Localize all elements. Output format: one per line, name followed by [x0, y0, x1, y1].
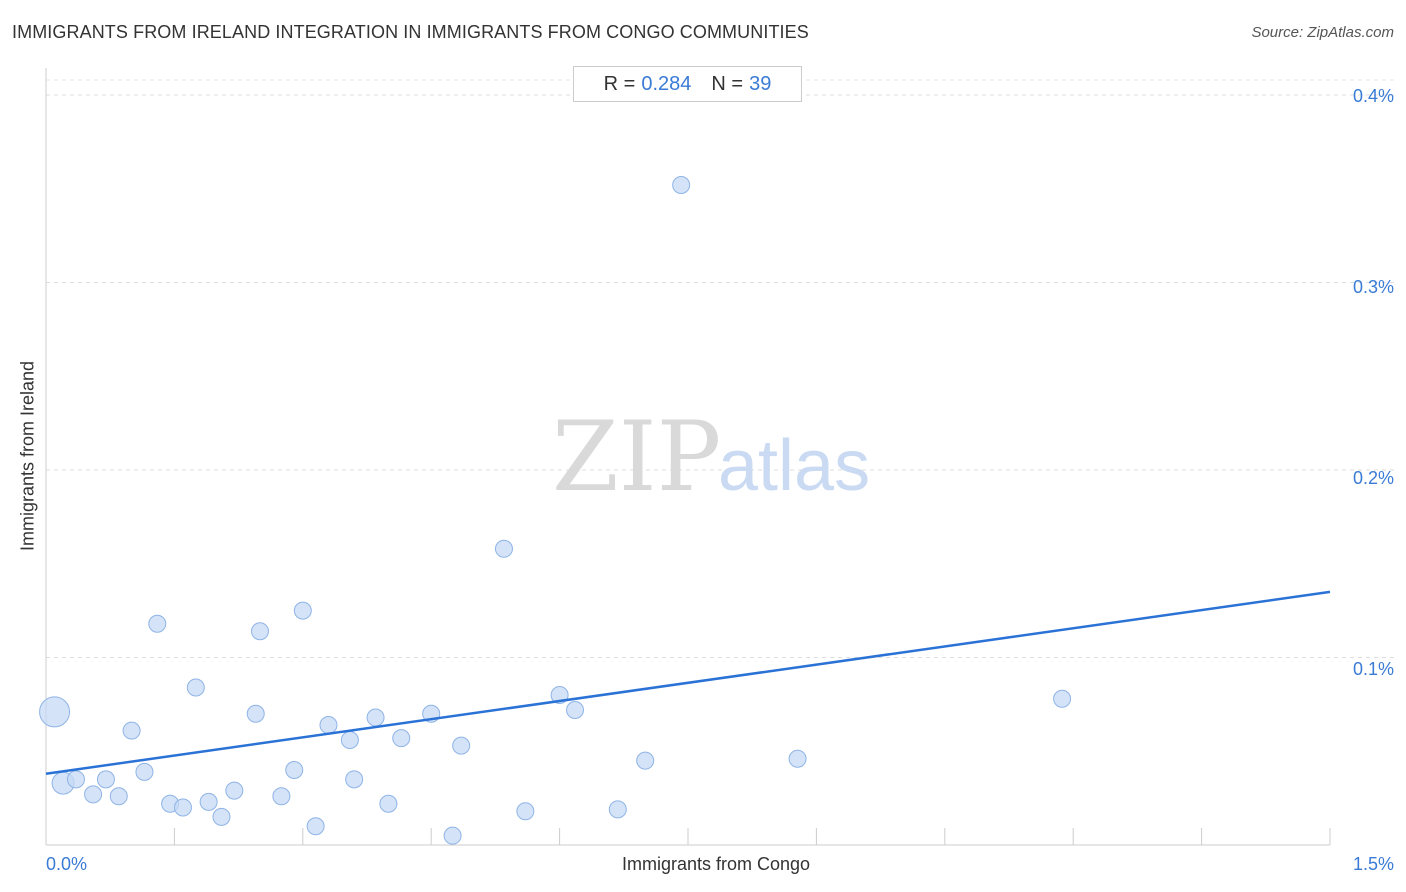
data-point — [148, 614, 167, 633]
data-point — [272, 787, 291, 806]
data-point — [494, 539, 513, 558]
watermark-zip: ZIP — [552, 401, 721, 513]
data-point — [212, 807, 231, 826]
y-tick-label: 0.4% — [1352, 86, 1394, 106]
data-point — [84, 785, 103, 804]
y-tick-label: 0.1% — [1352, 659, 1394, 679]
data-point — [306, 817, 325, 836]
x-tick-label: 1.5% — [1352, 854, 1394, 874]
watermark-atlas: atlas — [718, 426, 870, 506]
data-point — [366, 708, 385, 727]
r-label: R = — [603, 72, 636, 95]
axes — [45, 68, 1331, 846]
data-point — [66, 770, 85, 789]
data-point — [566, 701, 585, 719]
y-tick-label: 0.2% — [1352, 468, 1394, 488]
data-point — [1053, 689, 1072, 708]
data-point — [516, 802, 535, 821]
data-point — [293, 601, 312, 620]
x-axis-label: Immigrants from Congo — [621, 854, 811, 874]
data-point — [199, 792, 218, 811]
x-tick-label: 0.0% — [46, 854, 88, 874]
data-point — [109, 787, 128, 806]
data-point — [345, 770, 364, 789]
data-point — [285, 761, 304, 779]
data-point — [225, 781, 244, 800]
grid-lines — [46, 79, 1395, 658]
y-tick-label: 0.3% — [1352, 277, 1394, 297]
data-point — [340, 731, 359, 749]
stats-box: R = 0.284 N = 39 — [573, 66, 802, 102]
r-value: 0.284 — [641, 72, 692, 95]
data-point — [186, 678, 205, 697]
data-point — [319, 716, 338, 734]
chart-title: IMMIGRANTS FROM IRELAND INTEGRATION IN I… — [12, 22, 809, 42]
data-point — [251, 622, 269, 641]
data-point — [392, 729, 411, 748]
data-points — [39, 176, 1072, 845]
data-point — [173, 798, 192, 817]
n-value: 39 — [749, 72, 772, 95]
data-point — [672, 176, 691, 194]
data-point — [608, 800, 627, 819]
data-point — [452, 736, 471, 755]
data-point — [788, 749, 807, 768]
data-point — [135, 762, 154, 781]
data-point — [443, 826, 462, 845]
data-point — [636, 751, 655, 770]
trendline-group — [45, 590, 1331, 775]
watermark: ZIP atlas — [552, 401, 870, 513]
source-label: Source: ZipAtlas.com — [1251, 24, 1394, 41]
data-point — [122, 721, 141, 740]
data-point — [96, 770, 115, 789]
data-point — [39, 696, 71, 728]
n-label: N = — [711, 72, 744, 95]
y-axis-label: Immigrants from Ireland — [17, 360, 38, 552]
trendline — [45, 590, 1331, 775]
data-point — [379, 794, 398, 813]
data-point — [246, 704, 265, 723]
